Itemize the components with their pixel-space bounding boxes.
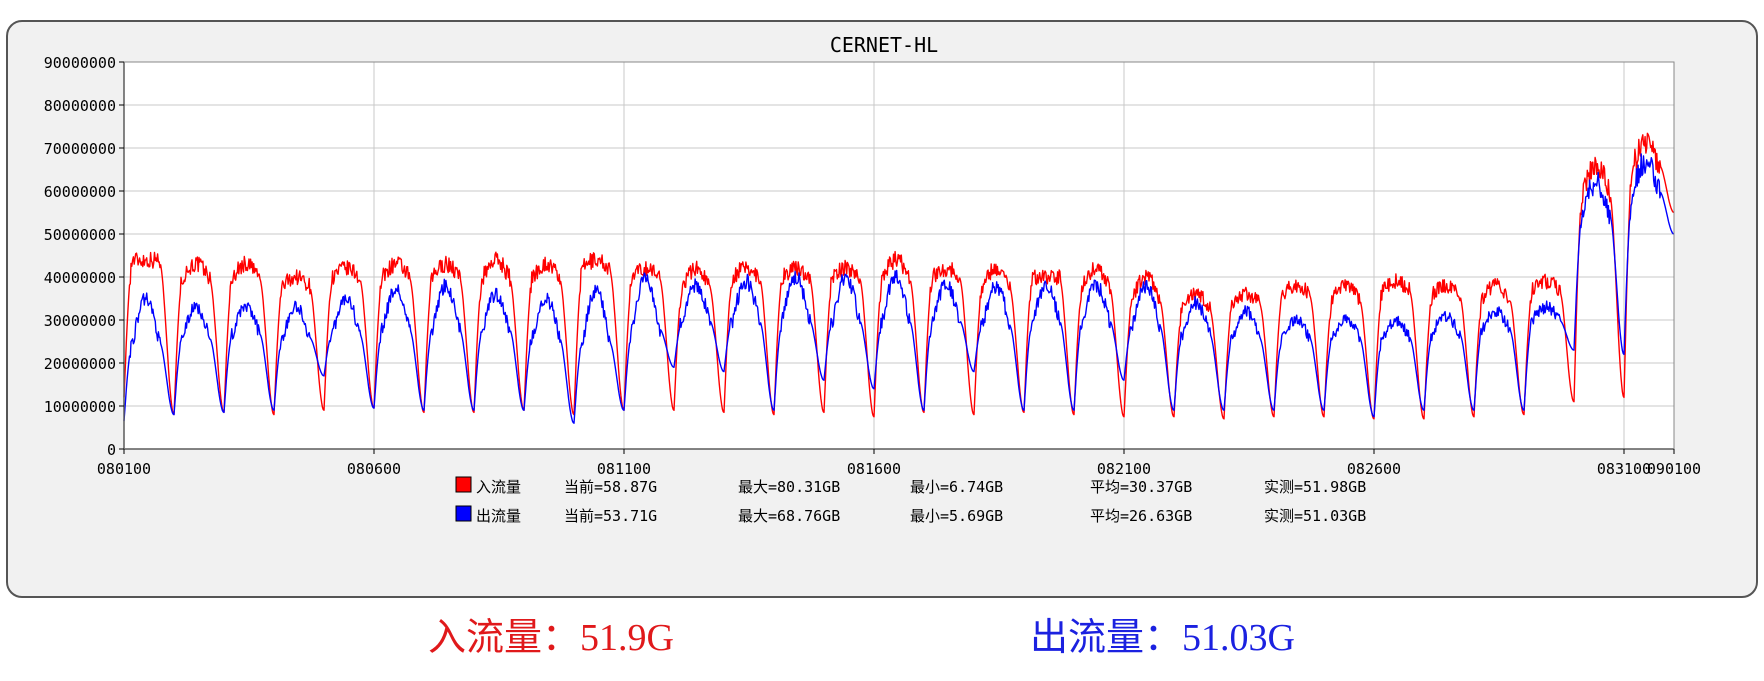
y-tick-label: 20000000 [44,355,116,373]
y-tick-label: 50000000 [44,226,116,244]
y-tick-label: 10000000 [44,398,116,416]
inbound-caption: 入流量：51.9G [428,617,674,659]
legend-current: 当前=53.71G [564,507,657,525]
legend-swatch [455,505,472,522]
legend-max: 最大=68.76GB [738,507,840,525]
x-tick-label: 082600 [1347,460,1401,478]
y-tick-label: 0 [107,441,116,459]
plot-border [123,61,1675,450]
legend-name: 出流量 [476,507,521,525]
legend-avg: 平均=26.63GB [1090,507,1192,525]
x-tick-label: 081600 [847,460,901,478]
legend-min: 最小=5.69GB [910,507,1003,525]
traffic-chart: CERNET-HL 0 10000000 20000000 30000000 40000… [44,33,1701,525]
legend-min: 最小=6.74GB [910,478,1003,496]
x-tick-label: 080600 [347,460,401,478]
series-layer [123,132,1675,424]
legend: 入流量 当前=58.87G 最大=80.31GB 最小=6.74GB 平均=30.37G… [455,476,1366,525]
legend-measured: 实测=51.03GB [1264,507,1366,525]
legend-name: 入流量 [476,478,521,496]
legend-max: 最大=80.31GB [738,478,840,496]
series-line-inbound [123,132,1675,420]
x-tick-label: 081100 [597,460,651,478]
y-axis-ticks: 0 10000000 20000000 30000000 40000000 5000000… [44,54,124,459]
chart-title: CERNET-HL [830,33,938,57]
legend-swatch [455,476,472,493]
x-tick-label: 090100 [1647,460,1701,478]
y-tick-label: 80000000 [44,97,116,115]
chart-panel: CERNET-HL 0 10000000 20000000 30000000 40000… [6,20,1758,598]
y-tick-label: 30000000 [44,312,116,330]
legend-measured: 实测=51.98GB [1264,478,1366,496]
x-tick-label: 083100 [1597,460,1651,478]
legend-current: 当前=58.87G [564,478,657,496]
series-line-outbound [123,153,1675,424]
x-tick-label: 082100 [1097,460,1151,478]
y-tick-label: 60000000 [44,183,116,201]
outbound-caption: 出流量：51.03G [1030,617,1295,659]
x-tick-label: 080100 [97,460,151,478]
x-axis-ticks: 080100 080600 081100 081600 082100 082600 0831… [97,449,1701,478]
y-tick-label: 90000000 [44,54,116,72]
axes [123,61,1675,450]
y-tick-label: 40000000 [44,269,116,287]
y-tick-label: 70000000 [44,140,116,158]
cropped-heading-fragment: · [12,0,572,8]
legend-avg: 平均=30.37GB [1090,478,1192,496]
